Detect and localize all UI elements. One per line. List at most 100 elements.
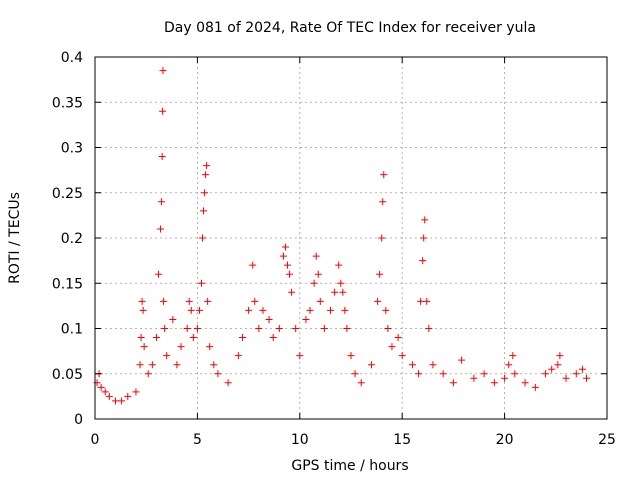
data-point: [234, 352, 242, 360]
data-point: [137, 334, 145, 342]
data-point: [419, 257, 427, 265]
data-point: [509, 352, 517, 360]
data-point: [351, 370, 359, 378]
x-axis-label: GPS time / hours: [291, 458, 408, 474]
data-point: [214, 370, 222, 378]
data-point: [470, 374, 478, 382]
y-tick-labels: 0 0.05 0.1 0.15 0.2 0.25 0.3 0.35 0.4: [52, 50, 83, 428]
data-point: [163, 352, 171, 360]
data-point: [306, 306, 314, 314]
data-point: [339, 288, 347, 296]
data-point: [288, 288, 296, 296]
data-point: [200, 207, 208, 215]
data-point: [281, 243, 289, 251]
data-point: [296, 352, 304, 360]
x-tick-label: 25: [598, 432, 616, 448]
data-point: [195, 306, 203, 314]
data-point: [394, 334, 402, 342]
data-point: [531, 383, 539, 391]
data-point: [169, 315, 177, 323]
data-point: [251, 297, 259, 305]
data-point: [279, 252, 287, 260]
data-point: [378, 234, 386, 242]
data-point: [505, 361, 513, 369]
data-point: [210, 361, 218, 369]
data-point: [312, 252, 320, 260]
data-point: [562, 374, 570, 382]
data-point: [398, 352, 406, 360]
data-point: [136, 361, 144, 369]
data-point: [382, 306, 390, 314]
data-point: [388, 343, 396, 351]
data-point: [425, 325, 433, 332]
data-point: [138, 297, 146, 305]
data-point: [144, 370, 152, 378]
data-point: [259, 306, 267, 314]
data-point: [161, 325, 169, 332]
data-point: [578, 365, 586, 373]
chart-title: Day 081 of 2024, Rate Of TEC Index for r…: [164, 20, 536, 36]
data-point: [160, 297, 168, 305]
data-point: [327, 306, 335, 314]
data-point: [449, 379, 457, 387]
data-point: [380, 171, 388, 179]
data-point: [189, 334, 197, 342]
data-point: [337, 279, 345, 287]
data-point: [341, 306, 349, 314]
y-axis-label: ROTI / TECUs: [7, 192, 23, 284]
y-tick-label: 0.05: [52, 367, 83, 383]
data-point: [201, 189, 209, 197]
y-tick-label: 0.35: [52, 95, 83, 111]
data-point: [490, 379, 498, 387]
data-point: [501, 374, 509, 382]
data-point: [159, 107, 167, 115]
data-point: [255, 325, 263, 332]
data-point: [140, 343, 148, 351]
data-point: [199, 234, 207, 242]
data-point: [111, 397, 119, 405]
data-point: [408, 361, 416, 369]
data-point: [521, 379, 529, 387]
y-tick-label: 0.1: [61, 322, 83, 338]
y-tick-label: 0.25: [52, 186, 83, 202]
y-tick-label: 0.3: [61, 141, 83, 157]
data-point: [183, 325, 191, 332]
data-point: [193, 325, 201, 332]
data-point: [118, 397, 126, 405]
data-point: [224, 379, 232, 387]
y-tick-label: 0.4: [61, 50, 83, 66]
data-point: [206, 343, 214, 351]
data-point: [302, 315, 310, 323]
x-tick-label: 10: [291, 432, 309, 448]
data-point: [101, 388, 109, 396]
data-point: [154, 270, 162, 278]
data-point: [320, 325, 328, 332]
data-point: [376, 270, 384, 278]
data-point: [420, 234, 428, 242]
data-points: [93, 67, 591, 405]
data-point: [310, 279, 318, 287]
data-point: [159, 67, 167, 75]
data-point: [177, 343, 185, 351]
data-point: [583, 374, 591, 382]
data-point: [238, 334, 246, 342]
data-point: [316, 297, 324, 305]
y-tick-label: 0.2: [61, 231, 83, 247]
data-point: [124, 392, 132, 400]
x-tick-label: 5: [193, 432, 202, 448]
data-point: [367, 361, 375, 369]
data-point: [458, 356, 466, 364]
y-tick-label: 0.15: [52, 276, 83, 292]
data-point: [335, 261, 343, 269]
data-point: [152, 334, 160, 342]
data-point: [173, 361, 181, 369]
data-point: [132, 388, 140, 396]
data-point: [347, 352, 355, 360]
data-point: [556, 352, 564, 360]
data-point: [429, 361, 437, 369]
x-tick-label: 0: [91, 432, 100, 448]
data-point: [357, 379, 365, 387]
data-point: [269, 334, 277, 342]
data-point: [105, 392, 113, 400]
